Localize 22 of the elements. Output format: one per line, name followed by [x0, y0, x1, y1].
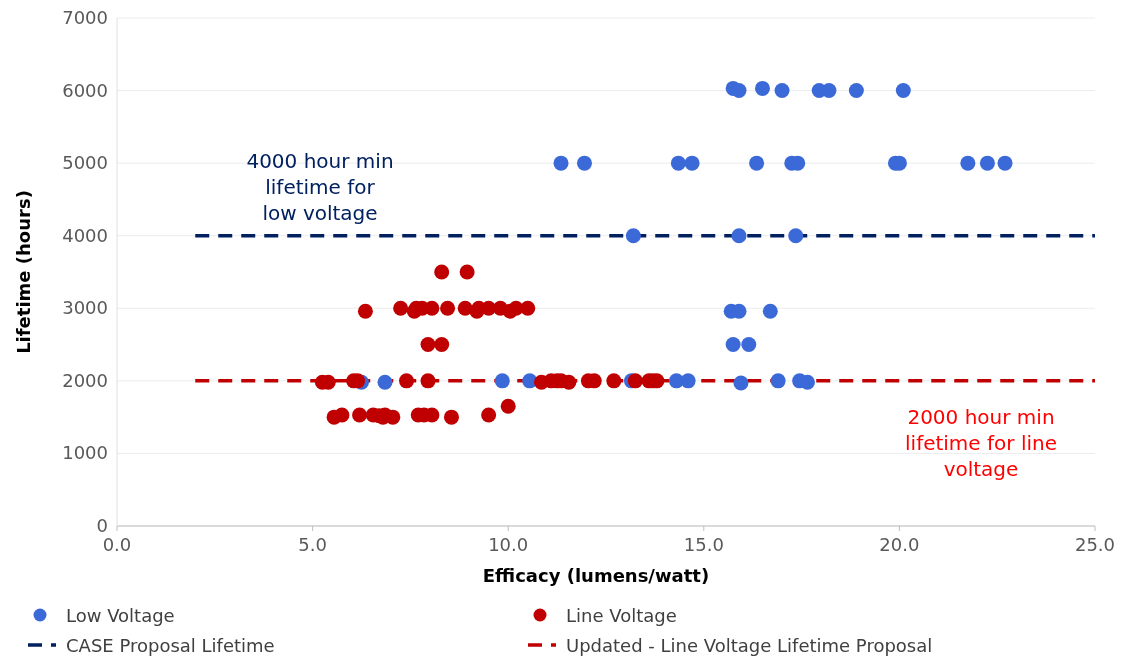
x-tick-label: 0.0 — [102, 534, 132, 555]
x-tick-label: 25.0 — [1074, 534, 1116, 555]
annotation: 4000 hour min lifetime for low voltage — [246, 149, 394, 225]
legend-label: Low Voltage — [66, 605, 175, 626]
y-tick-label: 1000 — [62, 442, 108, 464]
y-tick-label: 4000 — [62, 224, 108, 246]
y-axis-title: Lifetime (hours) — [13, 190, 34, 354]
legend-label: Updated - Line Voltage Lifetime Proposal — [566, 635, 933, 656]
legend-label: Line Voltage — [566, 605, 677, 626]
y-tick-label: 7000 — [62, 7, 108, 28]
y-tick-label: 5000 — [62, 152, 108, 174]
x-axis-title: Efficacy (lumens/watt) — [482, 565, 710, 586]
x-tick-label: 5.0 — [298, 534, 327, 555]
legend-label: CASE Proposal Lifetime — [66, 635, 275, 656]
x-tick-label: 20.0 — [879, 534, 920, 555]
y-tick-label: 0 — [96, 515, 108, 536]
y-tick-label: 6000 — [62, 79, 108, 101]
y-tick-label: 2000 — [62, 369, 108, 391]
annotation: 2000 hour min lifetime for line voltage — [905, 405, 1057, 481]
x-tick-label: 10.0 — [488, 534, 529, 555]
y-tick-label: 3000 — [62, 297, 108, 319]
x-tick-label: 15.0 — [683, 534, 724, 555]
